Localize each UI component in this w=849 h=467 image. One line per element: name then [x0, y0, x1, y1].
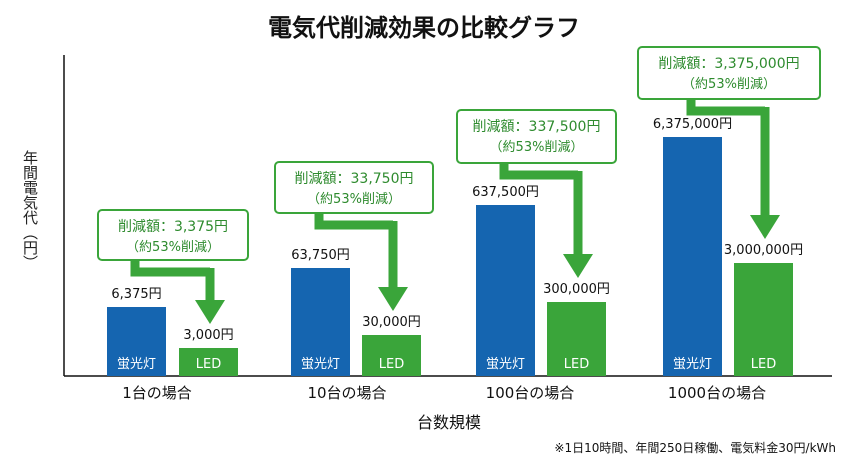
- reduction-percent: （約53%削減）: [126, 239, 220, 255]
- bar-value-label: 63,750円: [291, 248, 350, 263]
- reduction-callout: [456, 109, 617, 164]
- footnote: ※1日10時間、年間250日稼働、電気料金30円/kWh: [554, 440, 836, 455]
- reduction-callout: [637, 46, 821, 100]
- reduction-callout: [274, 161, 434, 214]
- bar-value-label: 30,000円: [362, 315, 421, 330]
- reduction-amount: 削減額：3,375円: [118, 218, 228, 235]
- chart-title: 電気代削減効果の比較グラフ: [268, 14, 580, 42]
- bar-series-label: 蛍光灯: [486, 357, 525, 372]
- reduction-amount: 削減額：337,500円: [473, 118, 601, 135]
- reduction-amount: 削減額：3,375,000円: [658, 55, 799, 72]
- bar-series-label: 蛍光灯: [301, 357, 340, 372]
- reduction-percent: （約53%削減）: [490, 139, 584, 155]
- bar-series-label: LED: [379, 357, 404, 372]
- bar-value-label: 300,000円: [543, 282, 610, 297]
- led-bar: [547, 302, 606, 376]
- reduction-percent: （約53%削減）: [682, 76, 776, 92]
- bar-value-label: 6,375,000円: [653, 117, 732, 132]
- reduction-arrow: [314, 213, 408, 311]
- reduction-amount: 削減額：33,750円: [295, 170, 414, 187]
- led-bar: [179, 348, 238, 376]
- bar-series-label: LED: [751, 357, 776, 372]
- bar-series-label: LED: [564, 357, 589, 372]
- reduction-callout: [97, 209, 249, 261]
- y-axis-label: 年間電気代（円）: [21, 150, 39, 270]
- fluorescent-bar: [476, 205, 535, 376]
- fluorescent-bar: [291, 268, 350, 376]
- led-bar: [734, 263, 793, 376]
- fluorescent-bar: [663, 137, 722, 376]
- fluorescent-bar: [107, 307, 166, 376]
- bar-series-label: 蛍光灯: [673, 357, 712, 372]
- category-label: 10台の場合: [307, 384, 386, 402]
- category-label: 1台の場合: [122, 384, 192, 402]
- led-bar: [362, 335, 421, 376]
- bar-value-label: 6,375円: [111, 287, 161, 302]
- bar-series-label: 蛍光灯: [117, 357, 156, 372]
- category-label: 1000台の場合: [668, 384, 766, 402]
- bar-value-label: 3,000,000円: [724, 243, 803, 258]
- reduction-arrow: [130, 260, 225, 324]
- x-axis-label: 台数規模: [417, 413, 481, 432]
- bar-value-label: 3,000円: [183, 328, 233, 343]
- reduction-arrow: [499, 163, 593, 278]
- category-label: 100台の場合: [486, 384, 575, 402]
- reduction-arrow: [686, 99, 780, 239]
- reduction-percent: （約53%削減）: [307, 191, 401, 207]
- bar-series-label: LED: [196, 357, 221, 372]
- bar-value-label: 637,500円: [472, 185, 539, 200]
